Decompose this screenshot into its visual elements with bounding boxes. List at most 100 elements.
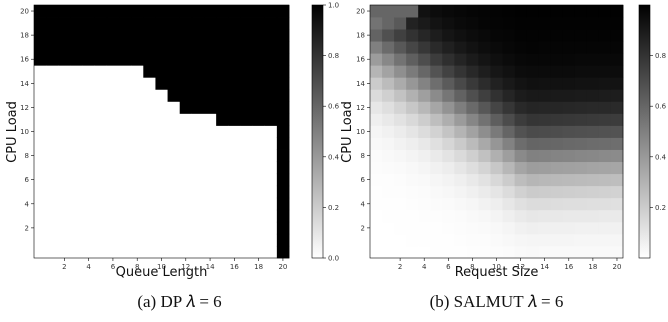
heatmap-cell (204, 5, 217, 18)
heatmap-cell (550, 53, 564, 66)
heatmap-cell (478, 29, 491, 42)
heatmap-cell (119, 125, 132, 138)
heatmap-cell (94, 29, 108, 42)
heatmap-cell (191, 173, 205, 187)
heatmap-cell (70, 245, 83, 259)
heatmap-cell (46, 53, 59, 66)
heatmap-cell (418, 65, 431, 78)
heatmap-cell (502, 245, 515, 259)
heatmap-cell (610, 17, 624, 30)
heatmap-cell (106, 113, 120, 126)
heatmap-cell (466, 89, 479, 102)
heatmap-cell (240, 125, 253, 138)
heatmap-cell (216, 173, 229, 187)
heatmap-cell (382, 233, 395, 247)
heatmap-cell (167, 161, 181, 175)
heatmap-cell (106, 149, 120, 163)
heatmap-cell (394, 5, 407, 18)
heatmap-cell (514, 89, 528, 102)
heatmap-cell (58, 161, 71, 175)
heatmap-cell (502, 41, 515, 54)
x-tick-label: 2 (62, 263, 66, 271)
heatmap-cell (394, 89, 407, 102)
heatmap-cell (179, 197, 193, 211)
y-tick-label: 4 (361, 200, 366, 208)
heatmap-cell (70, 113, 83, 126)
heatmap-cell (382, 41, 395, 54)
heatmap-cell (514, 65, 528, 78)
heatmap-cell (610, 149, 624, 163)
heatmap-cell (143, 173, 156, 187)
y-tick-label: 18 (20, 32, 29, 40)
heatmap-cell (514, 5, 528, 18)
heatmap-cell (574, 125, 588, 138)
heatmap-cell (106, 17, 120, 30)
heatmap-cell (204, 137, 217, 150)
heatmap-cell (179, 101, 193, 114)
heatmap-cell (252, 65, 266, 78)
heatmap-cell (216, 29, 229, 42)
heatmap-cell (526, 17, 540, 30)
heatmap-cell (82, 197, 96, 211)
heatmap-cell (514, 161, 528, 175)
heatmap-cell (466, 221, 479, 235)
heatmap-cell (394, 65, 407, 78)
heatmap-cell (167, 65, 181, 78)
heatmap-cell (514, 149, 528, 163)
heatmap-cell (514, 53, 528, 66)
x-tick-label: 4 (86, 263, 91, 271)
x-tick-label: 12 (516, 263, 525, 271)
heatmap-cell (143, 149, 156, 163)
heatmap-cell (106, 173, 120, 187)
heatmap-cell (490, 209, 503, 223)
heatmap-cell (82, 113, 96, 126)
heatmap-cell (106, 101, 120, 114)
heatmap-cell (586, 161, 600, 175)
heatmap-cell (131, 5, 144, 18)
heatmap-cell (58, 137, 71, 150)
heatmap-cell (406, 5, 419, 18)
heatmap-cell (82, 185, 96, 199)
heatmap-cell (143, 125, 156, 138)
heatmap-cell (586, 101, 600, 114)
heatmap-cell (119, 137, 132, 150)
heatmap-cell (119, 185, 132, 199)
heatmap-cell (276, 185, 290, 199)
heatmap-cell (514, 209, 528, 223)
heatmap-cell (34, 209, 47, 223)
heatmap-cell (466, 77, 479, 90)
heatmap-cell (252, 77, 266, 90)
heatmap-cell (382, 101, 395, 114)
heatmap-cell (478, 5, 491, 18)
heatmap-cell (276, 41, 290, 54)
heatmap-cell (70, 197, 83, 211)
heatmap-cell (466, 53, 479, 66)
heatmap-cell (94, 161, 108, 175)
heatmap-cell (574, 77, 588, 90)
heatmap-cell (106, 5, 120, 18)
heatmap-cell (610, 161, 624, 175)
heatmap-cell (526, 161, 540, 175)
heatmap-cell (418, 89, 431, 102)
heatmap-cell (94, 89, 108, 102)
heatmap-cell (240, 245, 253, 259)
heatmap-cell (204, 125, 217, 138)
heatmap-cell (58, 125, 71, 138)
heatmap-cell (478, 209, 491, 223)
heatmap-cell (370, 125, 383, 138)
heatmap-cell (574, 173, 588, 187)
heatmap-cell (502, 149, 515, 163)
heatmap-cell (106, 65, 120, 78)
heatmap-cell (574, 149, 588, 163)
heatmap-cell (240, 137, 253, 150)
heatmap-cell (276, 77, 290, 90)
heatmap-cell (155, 65, 168, 78)
heatmap-cell (106, 137, 120, 150)
heatmap-cell (442, 125, 455, 138)
heatmap-cell (106, 197, 120, 211)
heatmap-cell (131, 41, 144, 54)
heatmap-cell (490, 65, 503, 78)
heatmap-cell (466, 29, 479, 42)
heatmap-cell (454, 113, 467, 126)
heatmap-cell (131, 53, 144, 66)
